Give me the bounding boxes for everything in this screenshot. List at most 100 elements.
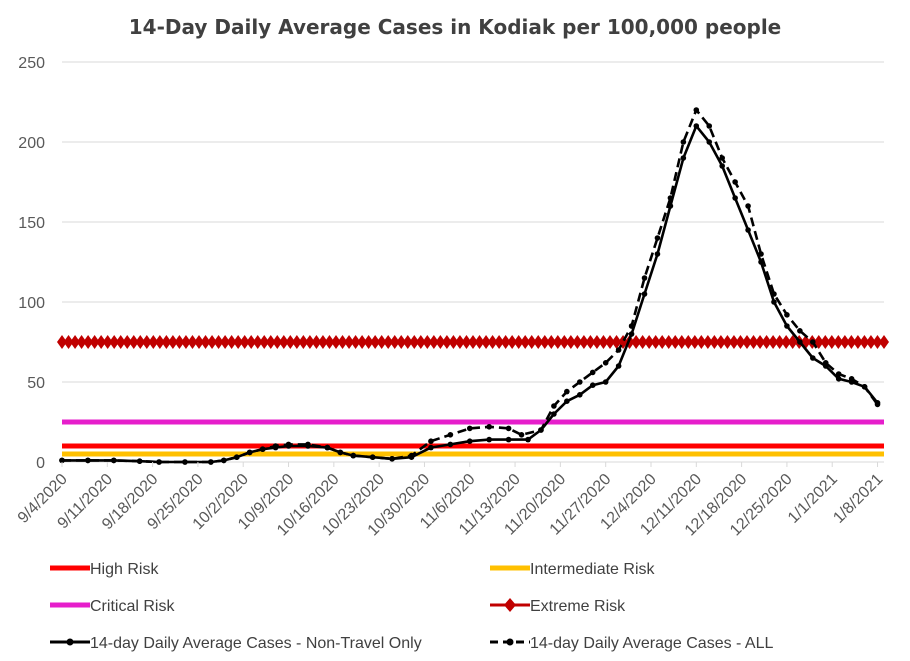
data-point <box>182 459 188 465</box>
extreme-risk-marker <box>422 335 433 349</box>
extreme-risk-marker <box>676 335 687 349</box>
extreme-risk-marker <box>226 335 237 349</box>
data-point <box>408 452 415 459</box>
data-point <box>706 123 713 129</box>
data-point <box>428 438 434 445</box>
extreme-risk-marker <box>331 335 341 349</box>
extreme-risk-marker <box>742 335 752 349</box>
extreme-risk-marker <box>454 335 465 349</box>
extreme-risk-marker <box>552 335 563 349</box>
legend-label: Extreme Risk <box>530 598 626 615</box>
extreme-risk-marker <box>396 335 407 349</box>
data-point <box>85 457 91 464</box>
extreme-risk-marker <box>715 335 726 349</box>
y-tick-label: 0 <box>36 455 45 472</box>
data-point <box>564 388 570 395</box>
extreme-risk-marker <box>872 335 883 349</box>
series-line-all <box>62 108 879 464</box>
data-point <box>272 443 279 449</box>
extreme-risk-marker <box>141 335 152 349</box>
y-tick-label: 50 <box>27 375 45 392</box>
legend-marker-14-day-daily-average-cases-all <box>506 638 514 646</box>
extreme-risk-marker <box>435 335 446 349</box>
extreme-risk-marker <box>272 335 283 349</box>
extreme-risk-marker <box>135 335 146 349</box>
extreme-risk-marker <box>285 335 296 349</box>
y-tick-label: 250 <box>18 55 45 72</box>
data-point <box>797 339 803 345</box>
extreme-risk-marker <box>187 335 198 349</box>
data-point <box>835 376 842 382</box>
data-point <box>680 155 687 161</box>
extreme-risk-marker <box>415 335 426 349</box>
extreme-risk-marker <box>363 335 374 349</box>
data-point <box>233 454 240 461</box>
extreme-risk-marker <box>748 335 759 349</box>
data-point <box>525 436 531 443</box>
extreme-risk-marker <box>63 335 74 349</box>
extreme-risk-marker <box>220 335 231 349</box>
extreme-risk-marker <box>722 335 733 349</box>
y-tick-label: 150 <box>18 215 45 232</box>
data-point <box>538 427 544 433</box>
data-point <box>337 449 344 456</box>
data-point <box>784 312 790 318</box>
data-point <box>732 195 738 201</box>
extreme-risk-marker <box>148 335 159 349</box>
data-point <box>874 401 881 408</box>
extreme-risk-marker <box>96 335 107 349</box>
data-point <box>285 441 292 448</box>
extreme-risk-marker <box>565 335 576 349</box>
data-point <box>615 363 622 369</box>
extreme-risk-marker <box>768 335 779 349</box>
data-point <box>486 436 492 443</box>
gridlines <box>62 61 884 463</box>
data-point <box>551 411 557 417</box>
extreme-risk-marker <box>180 335 191 349</box>
extreme-risk-marker <box>233 335 244 349</box>
extreme-risk-marker <box>376 335 387 349</box>
extreme-risk-marker <box>585 335 596 349</box>
extreme-risk-marker <box>689 335 700 349</box>
extreme-risk-marker <box>304 335 315 349</box>
extreme-risk-marker <box>174 335 185 349</box>
extreme-risk-marker <box>389 335 400 349</box>
data-point <box>350 452 357 459</box>
extreme-risk-marker <box>409 335 420 349</box>
data-point <box>305 441 311 448</box>
extreme-risk-marker <box>702 335 713 349</box>
data-point <box>745 227 751 233</box>
data-point <box>810 355 816 361</box>
data-point <box>641 275 648 281</box>
extreme-risk-marker <box>507 335 518 349</box>
data-point <box>641 291 648 297</box>
extreme-risk-marker <box>487 335 498 349</box>
data-point <box>576 392 583 398</box>
extreme-risk-marker <box>468 335 478 349</box>
extreme-risk-marker <box>207 335 218 349</box>
extreme-risk-marker <box>441 335 452 349</box>
extreme-risk-marker <box>311 335 322 349</box>
extreme-risk-marker <box>611 335 622 349</box>
extreme-risk-marker <box>76 335 87 349</box>
data-point <box>861 384 868 390</box>
data-point <box>589 382 596 389</box>
data-point <box>848 376 855 382</box>
legend-label: Intermediate Risk <box>530 561 655 578</box>
extreme-risk-marker <box>337 335 348 349</box>
extreme-risk-marker <box>533 335 544 349</box>
extreme-risk-marker <box>513 335 524 349</box>
threshold-lines <box>57 335 889 457</box>
extreme-risk-marker <box>539 335 550 349</box>
data-point <box>680 139 687 145</box>
x-axis: 9/4/20209/11/20209/18/20209/25/202010/2/… <box>15 462 886 539</box>
extreme-risk-marker <box>852 335 863 349</box>
data-point <box>59 457 65 464</box>
data-point <box>602 379 609 385</box>
extreme-risk-marker <box>728 335 739 349</box>
data-point <box>505 425 512 432</box>
y-tick-label: 200 <box>18 135 45 152</box>
data-point <box>835 371 842 377</box>
data-point <box>706 139 713 145</box>
